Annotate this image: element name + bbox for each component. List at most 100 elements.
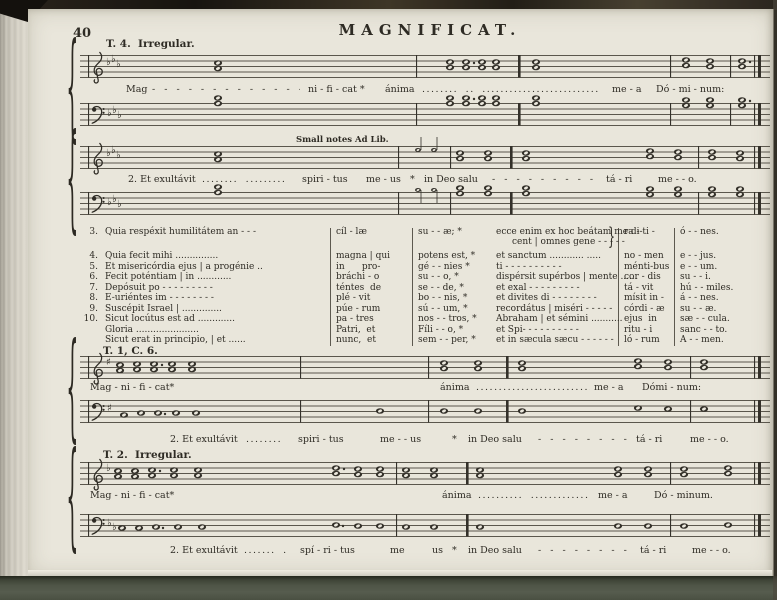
lyric-dashes: - - - - - - - - - - - -: [538, 545, 629, 556]
start-barline: [88, 356, 90, 379]
flat-icon: ♭: [112, 194, 117, 205]
chord: [402, 467, 410, 478]
start-barline: [88, 103, 90, 126]
barline: [690, 356, 692, 379]
chord: [456, 185, 464, 196]
bass-clef-icon: [91, 105, 106, 124]
verse-row-gloria: Gloria ...................... Patri, et Fí…: [105, 324, 728, 335]
dot: [160, 363, 164, 367]
treble-clef-icon: [93, 458, 103, 491]
verse-table: 3. Quia respéxit humilitátem an - - - cí…: [68, 225, 774, 348]
small-notes-label: Small notes Ad Lib.: [296, 135, 389, 145]
final-barline: [754, 146, 756, 169]
lyric-dashes: - - - - - - - - - - - -: [538, 434, 629, 445]
table-rule: [674, 228, 675, 346]
chord: [646, 186, 654, 197]
sharp-icon: ♯: [107, 403, 112, 414]
chord: [188, 361, 196, 372]
barline: [416, 103, 418, 126]
chord: [614, 466, 622, 477]
start-barline: [88, 146, 90, 169]
chord: [214, 151, 222, 162]
flat-icon: ♭: [106, 57, 111, 68]
barline: [670, 462, 672, 485]
lyric-segment: ánima: [442, 490, 472, 501]
start-barline: [88, 55, 90, 78]
lyric-line-4: 2. Et exultávit ........ spiri - tus me …: [80, 434, 770, 447]
asterisk: *: [452, 434, 457, 445]
chord: [214, 95, 222, 106]
lyric-segment: tá - ri: [636, 434, 663, 445]
note: [679, 523, 689, 529]
chord: [708, 149, 716, 160]
chord: [214, 60, 222, 71]
final-barline: [754, 192, 756, 215]
barline: [300, 356, 302, 379]
lyric-segment: Dó - minum.: [654, 490, 713, 501]
dot: [341, 524, 345, 528]
chord: [522, 150, 530, 161]
final-barline-thick: [758, 400, 761, 423]
heavy-barline: [510, 192, 513, 215]
verse-row-8: 8. E-uriéntes im - - - - - - - - plé - vit…: [89, 293, 719, 303]
chord: [674, 149, 682, 160]
chord: [532, 59, 540, 70]
barline: [450, 146, 452, 169]
chord: [724, 465, 732, 476]
lyric-segment: spiri - tus: [302, 174, 348, 185]
chord: [738, 58, 746, 69]
system1-bass-staff: ♭ ♭ ♭: [80, 103, 770, 126]
chord: [522, 185, 530, 196]
chord: [634, 358, 642, 369]
lyric-leaders: ........ .. ..........................: [422, 84, 600, 95]
chord: [168, 361, 176, 372]
barline: [398, 192, 400, 215]
chord: [532, 95, 540, 106]
chord: [478, 95, 486, 106]
final-barline: [754, 55, 756, 78]
lyric-leaders: .......... ......................: [478, 490, 590, 501]
chord: [194, 467, 202, 478]
note: [136, 410, 146, 416]
note: [517, 408, 527, 414]
chord: [478, 59, 486, 70]
chord: [492, 95, 500, 106]
note: [475, 524, 485, 530]
flat-icon: ♭: [106, 463, 111, 474]
bass-clef-icon: [91, 516, 106, 535]
note: [439, 408, 449, 414]
lyric-dashes: - - - - - - - - - - - - - - - - - - - -: [152, 84, 300, 95]
note: [191, 410, 201, 416]
page-number: 40: [73, 26, 92, 41]
small-note: [431, 188, 438, 203]
lyric-segment: ánima: [440, 382, 470, 393]
dot: [748, 99, 752, 103]
treble-clef-icon: [93, 142, 103, 175]
note: [151, 524, 161, 530]
system4-bass-staff: ♭ ♭: [80, 514, 770, 537]
system1-label: T. 4. Irregular.: [106, 38, 195, 50]
lyric-segment: 2. Et exultávit: [170, 434, 238, 445]
note: [429, 524, 439, 530]
heavy-barline: [466, 514, 469, 537]
system2-treble-staff: ♭ ♭ ♭: [80, 137, 770, 175]
note: [633, 405, 643, 411]
lyric-segment: spiri - tus: [298, 434, 344, 445]
note: [375, 408, 385, 414]
chord: [644, 466, 652, 477]
system3-brace: {: [66, 322, 78, 458]
lyric-segment: 2. Et exultávit: [128, 174, 196, 185]
system1-brace: {: [66, 22, 78, 158]
verse-row-5: 5. Et misericórdia ejus | a progénie .. in…: [89, 261, 718, 272]
chord: [518, 360, 526, 371]
lyric-segment: in Deo salu: [424, 174, 478, 185]
lyric-segment: me - - o.: [690, 434, 729, 445]
final-barline: [754, 400, 756, 423]
book-page-stack-edge: [0, 5, 30, 583]
flat-icon: ♭: [117, 199, 122, 210]
small-note: [415, 188, 422, 203]
table-rule: [618, 228, 619, 346]
verse-row-9: 9. Suscépit Israel | .............. púe - …: [89, 303, 717, 314]
note: [153, 410, 163, 416]
note: [473, 408, 483, 414]
